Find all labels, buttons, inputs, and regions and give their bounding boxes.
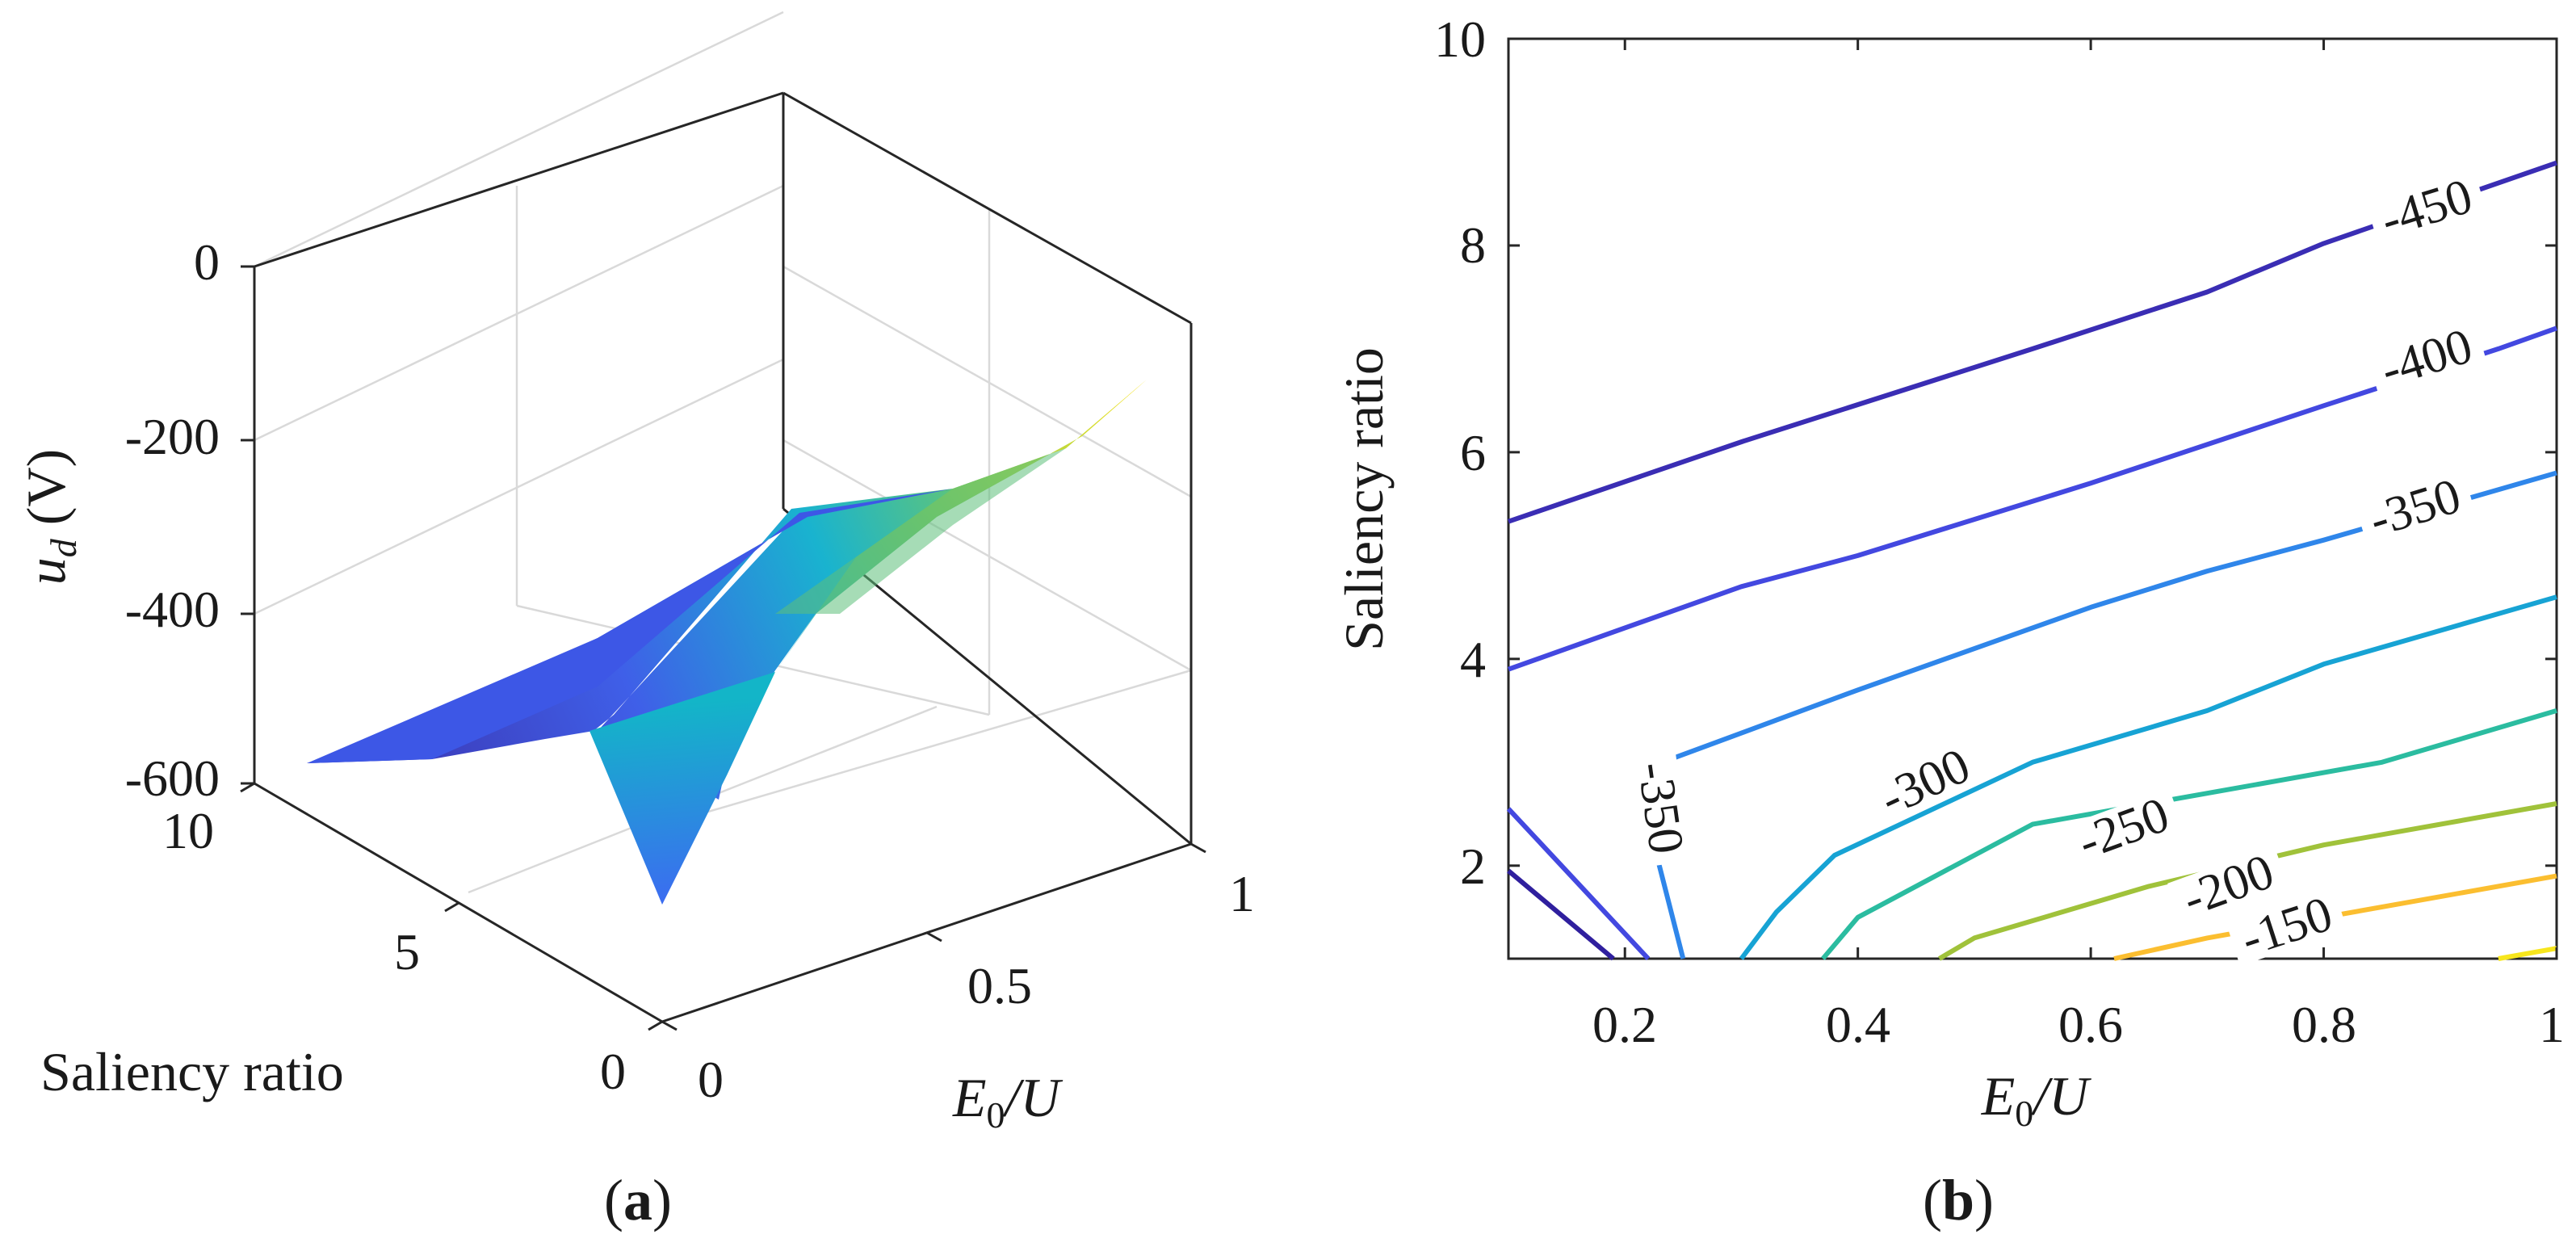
y-tick-label: 5: [394, 923, 420, 980]
z-tick-label: -600: [125, 749, 220, 807]
contour-line: [1938, 801, 2557, 961]
contour-y-tick-label: 8: [1460, 216, 1486, 274]
contour-label-bg: [2062, 787, 2184, 870]
contour-label-bg: [2167, 845, 2289, 926]
contour-label-bg: [2226, 888, 2348, 966]
contour-y-tick-label: 2: [1460, 838, 1486, 895]
z-tick-label: -400: [125, 581, 220, 638]
x-tick-label: 0.5: [967, 957, 1032, 1014]
contour-x-tick-label: 0.2: [1592, 996, 1657, 1053]
contour-y-axis-label: Saliency ratio: [1333, 347, 1395, 651]
contour-x-tick-label: 0.6: [2058, 996, 2123, 1053]
surface-far-edge: [307, 489, 953, 763]
panel-a-z-ticks: 0 -200 -400 -600: [125, 233, 254, 807]
contour-x-ticks: 0.2 0.4 0.6 0.8 1: [1592, 996, 2565, 1053]
contour-label-bg: [2365, 170, 2488, 247]
contour-x-tick-label: 1: [2539, 996, 2565, 1053]
y-tick-label: 0: [600, 1043, 626, 1100]
panel-a-x-ticks: 0 0.5 1: [661, 842, 1255, 1108]
contour-x-tick-label: 0.4: [1826, 996, 1890, 1053]
panel-b: -450-400-350-350 -300-250-200-150 0.2 0.4…: [1333, 10, 2565, 1232]
contour-tick-marks: [1508, 37, 2558, 959]
surface-spike: [589, 672, 775, 905]
panel-a-y-ticks: 10 5 0: [162, 782, 663, 1100]
contour-line: [1508, 160, 2557, 524]
contour-lines: [1506, 160, 2558, 961]
contour-labels: -450-400-350-350 -300-250-200-150: [1627, 169, 2488, 967]
contour-label: -350: [1627, 758, 1694, 857]
panel-a: 0 -200 -400 -600 ud (V) 10 5 0 Saliency …: [15, 10, 1255, 1232]
contour-x-axis-label: E0/U: [1981, 1065, 2091, 1134]
contour-y-tick-label: 10: [1434, 10, 1486, 68]
contour-x-tick-label: 0.8: [2292, 996, 2356, 1053]
y-axis-label-3d: Saliency ratio: [40, 1041, 344, 1102]
contour-line: [1507, 868, 1615, 961]
panel-label-b: (b): [1923, 1168, 1994, 1232]
z-tick-label: 0: [194, 233, 220, 291]
contour-label-bg: [1864, 737, 1987, 827]
surface-plot: [307, 380, 1147, 905]
contour-y-tick-label: 4: [1460, 631, 1486, 688]
y-tick-label: 10: [162, 802, 214, 859]
contour-label-bg: [2354, 469, 2476, 547]
contour-label-bg: [2365, 320, 2488, 397]
panel-a-box: [253, 91, 1193, 1023]
z-axis-label: ud (V): [15, 449, 84, 585]
contour-line: [1506, 807, 1651, 961]
x-tick-label: 0: [698, 1051, 724, 1108]
panel-label-a: (a): [604, 1168, 672, 1232]
contour-line: [1507, 325, 2558, 672]
contour-y-tick-label: 6: [1460, 424, 1486, 481]
contour-line: [2498, 946, 2557, 961]
x-tick-label: 1: [1229, 865, 1255, 922]
contour-label-bg: [1630, 749, 1691, 867]
contour-y-ticks: 10 8 6 4 2: [1434, 10, 1486, 895]
surface-highlight: [775, 448, 1066, 614]
contour-line: [1739, 594, 2557, 960]
x-axis-label-3d: E0/U: [952, 1067, 1063, 1136]
z-tick-label: -200: [125, 408, 220, 465]
